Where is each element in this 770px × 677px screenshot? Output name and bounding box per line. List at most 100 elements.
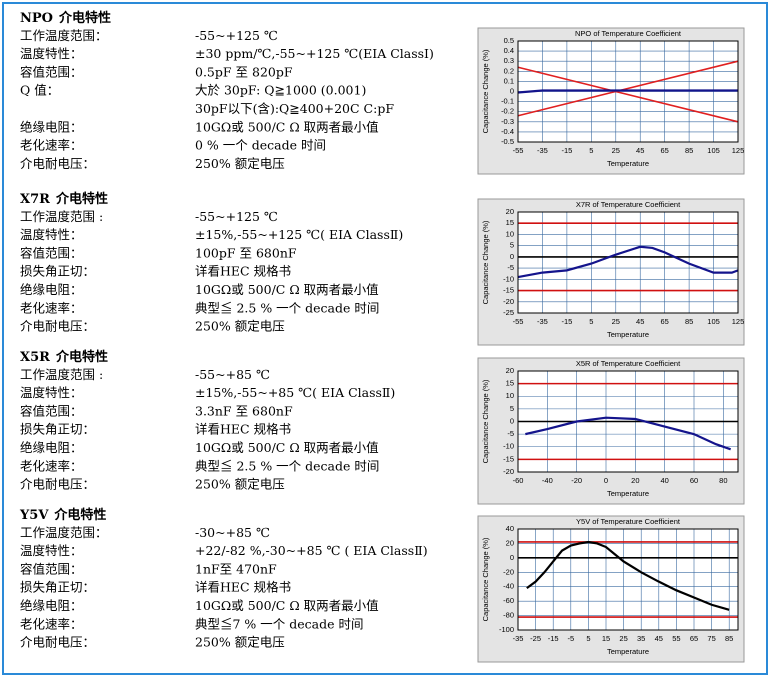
- y-tick-label: 0.2: [504, 66, 514, 75]
- spec-label: 介电耐电压：: [20, 319, 95, 334]
- y-tick-label: 40: [506, 524, 514, 533]
- x-tick-label: 125: [732, 146, 745, 155]
- data-line: [517, 89, 738, 94]
- spec-label: 损失角正切：: [20, 422, 95, 437]
- y-tick-label: -15: [503, 454, 514, 463]
- x-tick-label: 85: [725, 634, 733, 643]
- spec-value: 大於 30pF: Q≧1000 (0.001): [195, 83, 366, 98]
- x-tick-label: 0: [604, 476, 608, 485]
- x-tick-label: -15: [561, 146, 572, 155]
- y-tick-label: -0.1: [501, 97, 514, 106]
- spec-label: 老化速率：: [20, 616, 83, 631]
- y-tick-label: -10: [503, 274, 514, 283]
- x-tick-label: 65: [660, 146, 668, 155]
- y-tick-label: -5: [507, 429, 514, 438]
- y-tick-label: -0.5: [501, 137, 514, 146]
- x-axis-label: Temperature: [607, 159, 649, 168]
- spec-label: Q 值：: [20, 83, 59, 98]
- y-axis-label: Capacitance Change (%): [481, 49, 490, 133]
- x-tick-label: 5: [586, 634, 590, 643]
- spec-value: 0.5pF 至 820pF: [195, 64, 293, 79]
- y-tick-label: 0.3: [504, 56, 514, 65]
- section-heading: NPO 介电特性: [20, 10, 111, 26]
- spec-label: 绝缘电阻：: [20, 440, 83, 455]
- x-tick-label: 35: [637, 634, 645, 643]
- x-tick-label: 5: [589, 317, 593, 326]
- spec-label: 容值范围：: [20, 403, 83, 418]
- plot-border: [517, 528, 739, 631]
- spec-value: 10GΩ或 500/C Ω 取两者最小值: [195, 598, 379, 613]
- y-tick-label: 20: [506, 538, 514, 547]
- x-tick-label: 45: [636, 317, 644, 326]
- heading-code: X5R: [20, 350, 50, 365]
- y-tick-label: 0: [510, 553, 514, 562]
- spec-value: 3.3nF 至 680nF: [195, 403, 293, 418]
- y-tick-label: -15: [503, 286, 514, 295]
- spec-label: 绝缘电阻：: [20, 282, 83, 297]
- spec-value: 250% 额定电压: [195, 635, 285, 650]
- x-tick-label: -5: [567, 634, 574, 643]
- heading-text: 介电特性: [53, 507, 106, 523]
- y-tick-label: -20: [503, 567, 514, 576]
- spec-label: 介电耐电压：: [20, 477, 95, 492]
- y-tick-label: 20: [506, 207, 514, 216]
- spec-value: 100pF 至 680nF: [195, 245, 297, 260]
- spec-value: 详看HEC 规格书: [195, 264, 291, 279]
- y-tick-label: 0.1: [504, 76, 514, 85]
- x-tick-label: -60: [513, 476, 524, 485]
- spec-label: 工作温度范围：: [20, 28, 108, 43]
- data-line: [526, 540, 730, 611]
- spec-value: 30pF以下(含):Q≧400+20C C:pF: [195, 101, 394, 116]
- x-tick-label: 105: [707, 146, 720, 155]
- spec-value: 0 % 一个 decade 时间: [195, 138, 326, 153]
- spec-value: 典型≦ 2.5 % 一个 decade 时间: [195, 300, 379, 315]
- spec-value: 10GΩ或 500/C Ω 取两者最小值: [195, 440, 379, 455]
- spec-value: -55~+85 ℃: [195, 367, 270, 382]
- y-tick-label: 10: [506, 229, 514, 238]
- y-axis-label: Capacitance Change (%): [481, 537, 490, 621]
- x-tick-label: 65: [690, 634, 698, 643]
- x-tick-label: 60: [690, 476, 698, 485]
- spec-value: 250% 额定电压: [195, 319, 285, 334]
- section-heading: X7R 介电特性: [20, 191, 108, 207]
- chart-title: X7R of Temperature Coefficient: [576, 200, 681, 209]
- x-tick-label: 40: [660, 476, 668, 485]
- x-tick-label: 55: [672, 634, 680, 643]
- spec-label: 容值范围：: [20, 64, 83, 79]
- heading-code: NPO: [20, 11, 53, 26]
- y-tick-label: 0: [510, 252, 514, 261]
- x-tick-label: 85: [685, 317, 693, 326]
- y-tick-label: 10: [506, 391, 514, 400]
- spec-label: 容值范围：: [20, 245, 83, 260]
- heading-text: 介电特性: [55, 191, 108, 207]
- spec-label: 温度特性：: [20, 543, 83, 558]
- plot-border: [517, 370, 739, 473]
- y-tick-label: -10: [503, 442, 514, 451]
- spec-value: -55~+125 ℃: [195, 28, 278, 43]
- spec-label: 工作温度范围 :: [20, 367, 103, 382]
- chart-title: X5R of Temperature Coefficient: [576, 359, 681, 368]
- spec-value: ±15%,-55~+85 ℃( EIA ClassⅡ): [195, 385, 395, 400]
- y-tick-label: -20: [503, 297, 514, 306]
- x-tick-label: 25: [612, 317, 620, 326]
- spec-value: 10GΩ或 500/C Ω 取两者最小值: [195, 119, 379, 134]
- x-tick-label: -40: [542, 476, 553, 485]
- plot-area: [518, 529, 738, 630]
- spec-label: 温度特性：: [20, 227, 83, 242]
- x-tick-label: 65: [660, 317, 668, 326]
- y-tick-label: -0.3: [501, 117, 514, 126]
- x-axis-label: Temperature: [607, 489, 649, 498]
- x-tick-label: 45: [655, 634, 663, 643]
- section-heading: X5R 介电特性: [20, 349, 108, 365]
- data-line: [517, 60, 739, 117]
- spec-value: 250% 额定电压: [195, 156, 285, 171]
- x-tick-label: -15: [548, 634, 559, 643]
- x-tick-label: -35: [537, 317, 548, 326]
- y-axis-label: Capacitance Change (%): [481, 220, 490, 304]
- spec-value: -55~+125 ℃: [195, 209, 278, 224]
- x-tick-label: 25: [619, 634, 627, 643]
- x-tick-label: 75: [707, 634, 715, 643]
- spec-value: ±15%,-55~+125 ℃( EIA ClassⅡ): [195, 227, 403, 242]
- y-tick-label: 20: [506, 366, 514, 375]
